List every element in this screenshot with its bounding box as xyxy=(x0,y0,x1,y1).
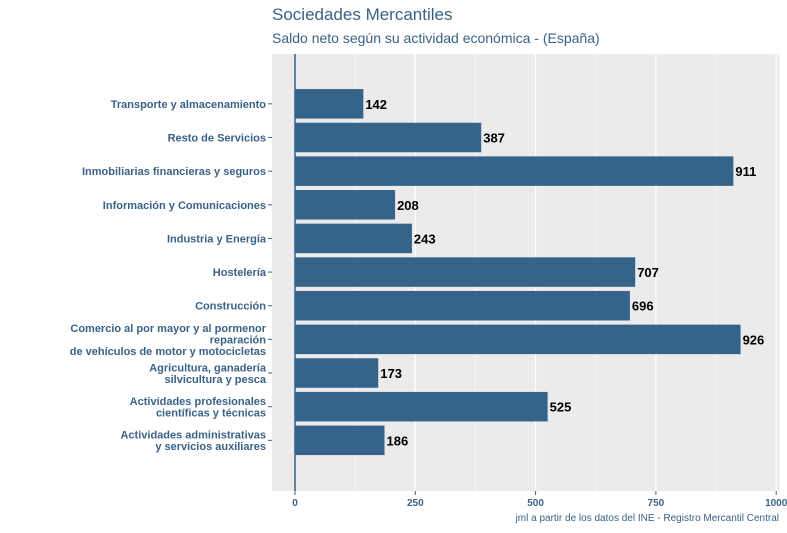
category-label: reparación xyxy=(210,334,267,346)
category-label: Actividades administrativas xyxy=(120,430,266,442)
bar-value-label: 173 xyxy=(380,366,402,381)
bar xyxy=(295,391,548,422)
bar-value-label: 696 xyxy=(632,299,654,314)
x-tick-label: 250 xyxy=(407,498,424,509)
category-label: Información y Comunicaciones xyxy=(103,200,266,212)
category-label: Comercio al por mayor y al pormenor xyxy=(70,323,266,335)
bar-value-label: 387 xyxy=(483,130,505,145)
category-label: Agricultura, ganadería xyxy=(149,362,267,374)
bar-value-label: 525 xyxy=(550,400,572,415)
bar-value-label: 911 xyxy=(735,164,756,179)
bars-group: 142 387 911 208 243 707 696 926 173 525 186 xyxy=(295,89,765,456)
x-tick-labels: 0 250 500 750 1000 xyxy=(292,491,787,509)
bar xyxy=(295,324,741,355)
bar xyxy=(295,290,630,321)
category-label: Construcción xyxy=(195,301,266,313)
bar-value-label: 208 xyxy=(397,198,419,213)
category-label: científicas y técnicas xyxy=(156,407,266,419)
x-tick-label: 500 xyxy=(527,498,544,509)
bar xyxy=(295,358,379,388)
bar-value-label: 186 xyxy=(387,433,409,448)
bar-value-label: 926 xyxy=(743,332,765,347)
chart-caption: jml a partir de los datos del INE - Regi… xyxy=(515,513,779,524)
category-label: y servicios auxiliares xyxy=(155,441,266,453)
category-label: Resto de Servicios xyxy=(168,132,266,144)
x-tick-label: 1000 xyxy=(765,498,787,509)
category-label: Actividades profesionales xyxy=(130,396,266,408)
category-label: Inmobiliarias financieras y seguros xyxy=(82,166,266,178)
chart-subtitle: Saldo neto según su actividad económica … xyxy=(272,30,600,46)
bar xyxy=(295,89,364,119)
x-tick-label: 750 xyxy=(648,498,665,509)
bar xyxy=(295,190,396,220)
bar-value-label: 707 xyxy=(637,265,659,280)
category-label: Industria y Energía xyxy=(167,233,267,245)
chart-title: Sociedades Mercantiles xyxy=(272,5,453,24)
bar xyxy=(295,122,482,153)
category-labels: Transporte y almacenamiento Resto de Serv… xyxy=(70,99,272,453)
category-label: Hostelería xyxy=(213,267,267,279)
bar xyxy=(295,425,385,456)
bar-value-label: 142 xyxy=(365,97,387,112)
category-label: silvicultura y pesca xyxy=(165,374,267,386)
bar xyxy=(295,257,636,287)
bar xyxy=(295,156,734,186)
bar-value-label: 243 xyxy=(414,231,436,246)
bar xyxy=(295,223,412,254)
x-tick-label: 0 xyxy=(292,498,298,509)
category-label: Transporte y almacenamiento xyxy=(111,99,267,111)
category-label: de vehículos de motor y motocicletas xyxy=(70,346,266,358)
